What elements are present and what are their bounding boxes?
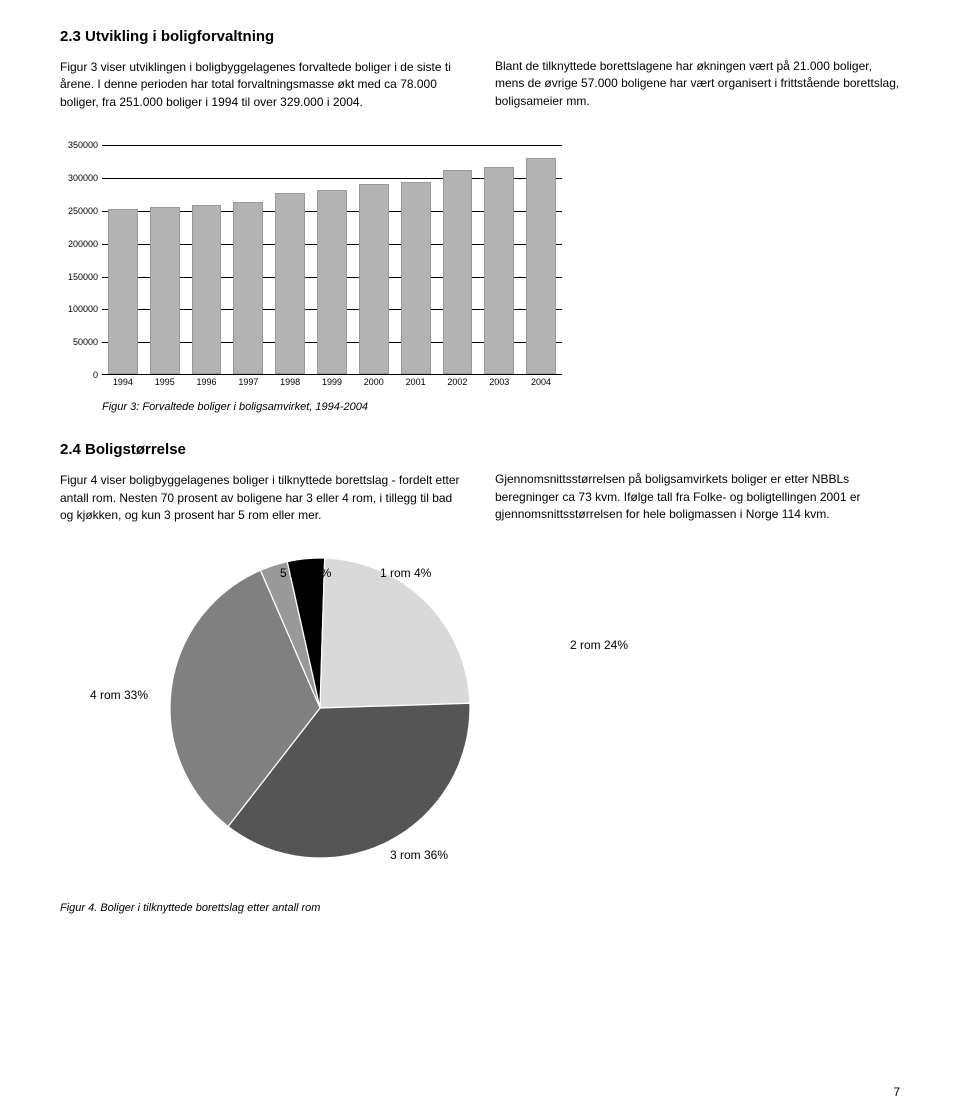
bar-chart-caption: Figur 3: Forvaltede boliger i boligsamvi… [102, 401, 540, 413]
bar-chart-figure-3: 0500001000001500002000002500003000003500… [60, 145, 540, 405]
x-axis-label: 1995 [155, 377, 175, 387]
x-axis-label: 1997 [238, 377, 258, 387]
bar: 2003 [484, 167, 514, 374]
pie-slice [320, 558, 470, 708]
section-1: 2.3 Utvikling i boligforvaltning Figur 3… [60, 28, 900, 121]
x-axis-label: 2000 [364, 377, 384, 387]
bar: 2002 [443, 170, 473, 374]
bar: 1996 [192, 205, 222, 375]
x-axis-label: 1994 [113, 377, 133, 387]
para-2-4-left: Figur 4 viser boligbyggelagenes boliger … [60, 472, 465, 524]
bar-chart-area: 0500001000001500002000002500003000003500… [102, 145, 562, 375]
y-axis-label: 100000 [62, 304, 102, 314]
section-2: 2.4 Boligstørrelse Figur 4 viser boligby… [60, 441, 900, 534]
x-axis-label: 2004 [531, 377, 551, 387]
section-2-left: 2.4 Boligstørrelse Figur 4 viser boligby… [60, 441, 465, 534]
pie-chart-figure-4: 5 rom 3%1 rom 4%2 rom 24%3 rom 36%4 rom … [170, 558, 770, 878]
heading-2-4: 2.4 Boligstørrelse [60, 441, 465, 458]
section-1-left: 2.3 Utvikling i boligforvaltning Figur 3… [60, 28, 465, 121]
pie-chart-svg [170, 558, 470, 858]
pie-slice-label: 4 rom 33% [90, 688, 148, 702]
y-axis-label: 250000 [62, 206, 102, 216]
pie-slice-label: 1 rom 4% [380, 566, 431, 580]
heading-2-3: 2.3 Utvikling i boligforvaltning [60, 28, 465, 45]
bar: 1997 [233, 202, 263, 374]
x-axis-label: 1999 [322, 377, 342, 387]
bar: 2004 [526, 158, 556, 374]
y-axis-label: 200000 [62, 239, 102, 249]
para-2-4-right: Gjennomsnittsstørrelsen på boligsamvirke… [495, 471, 900, 523]
para-2-3-left: Figur 3 viser utviklingen i boligbyggela… [60, 59, 465, 111]
section-1-right: Blant de tilknyttede borettslagene har ø… [495, 28, 900, 121]
bar: 1994 [108, 209, 138, 374]
pie-chart-caption: Figur 4. Boliger i tilknyttede borettsla… [60, 902, 900, 914]
bar: 2001 [401, 182, 431, 375]
para-2-3-right: Blant de tilknyttede borettslagene har ø… [495, 58, 900, 110]
y-axis-label: 300000 [62, 173, 102, 183]
page-number: 7 [893, 1085, 900, 1099]
y-axis-label: 50000 [62, 337, 102, 347]
bar: 2000 [359, 184, 389, 375]
x-axis-label: 1998 [280, 377, 300, 387]
gridline [102, 145, 562, 146]
y-axis-label: 350000 [62, 140, 102, 150]
pie-slice-label: 5 rom 3% [280, 566, 331, 580]
pie-slice-label: 2 rom 24% [570, 638, 628, 652]
bar: 1999 [317, 190, 347, 374]
pie-slice-label: 3 rom 36% [390, 848, 448, 862]
y-axis-label: 150000 [62, 272, 102, 282]
x-axis-label: 2001 [406, 377, 426, 387]
section-2-right: Gjennomsnittsstørrelsen på boligsamvirke… [495, 441, 900, 534]
x-axis-label: 2003 [489, 377, 509, 387]
y-axis-label: 0 [62, 370, 102, 380]
x-axis-label: 2002 [447, 377, 467, 387]
x-axis-label: 1996 [197, 377, 217, 387]
bar: 1995 [150, 207, 180, 375]
bar: 1998 [275, 193, 305, 374]
